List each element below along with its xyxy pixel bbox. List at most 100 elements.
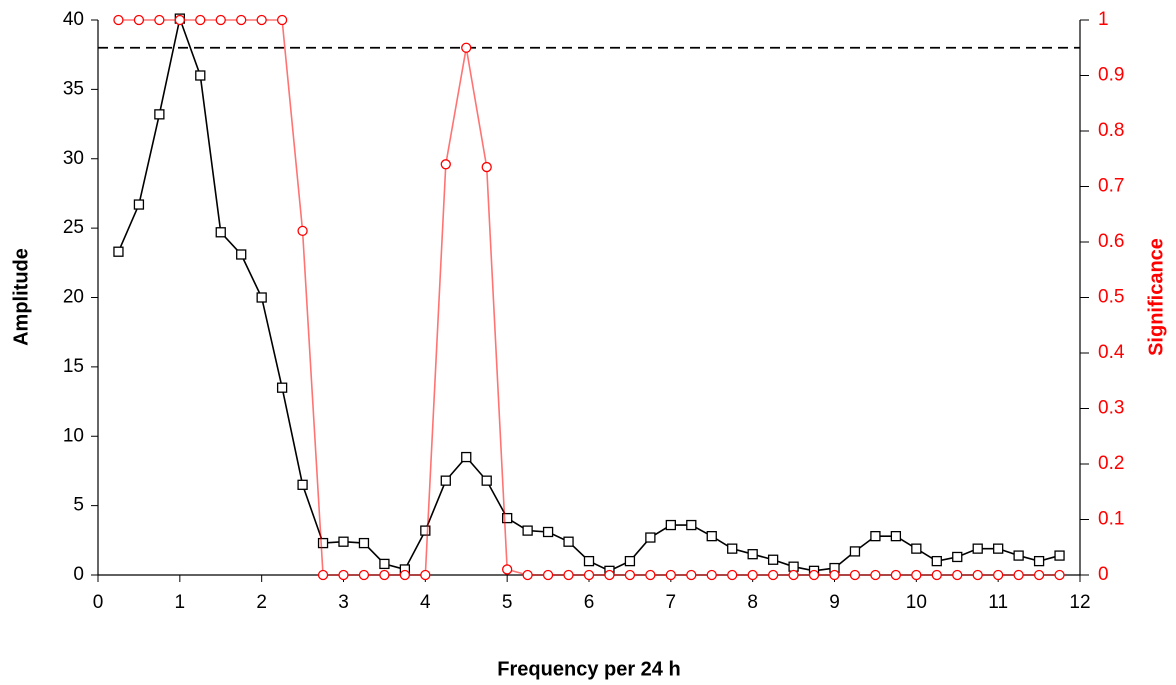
circle-marker	[706, 569, 717, 581]
circle-marker	[870, 569, 881, 581]
circle-marker	[215, 14, 226, 26]
square-marker	[849, 546, 861, 557]
x-tick-label: 11	[988, 592, 1008, 613]
y-tick-label: 40	[63, 9, 84, 30]
circle-marker	[481, 161, 492, 173]
circle-marker	[440, 159, 451, 170]
x-tick-label: 10	[906, 592, 927, 613]
y2-tick-label: 0.7	[1098, 176, 1124, 197]
y-tick-label: 5	[73, 495, 84, 516]
x-tick-label: 2	[256, 592, 267, 613]
circle-marker	[890, 569, 902, 581]
x-tick-label: 0	[93, 592, 104, 613]
y2-tick-label: 0.9	[1098, 65, 1124, 86]
circle-marker	[542, 569, 554, 581]
square-marker	[338, 536, 349, 547]
circle-marker	[236, 14, 247, 26]
circle-marker	[399, 569, 411, 581]
circle-marker	[788, 569, 799, 581]
circle-marker	[808, 569, 820, 581]
square-marker	[931, 555, 942, 567]
x-tick-label: 9	[829, 592, 840, 613]
circle-marker	[972, 569, 983, 581]
x-tick-label: 8	[747, 592, 758, 613]
circle-marker	[113, 14, 124, 26]
square-marker	[1054, 550, 1065, 561]
circle-marker	[767, 569, 779, 581]
circle-marker	[911, 569, 922, 581]
circle-marker	[849, 569, 861, 581]
y2-tick-label: 0.4	[1098, 342, 1125, 363]
square-marker	[624, 555, 636, 567]
square-marker	[236, 249, 247, 260]
circle-marker	[829, 569, 840, 581]
y2-tick-label: 0.2	[1098, 453, 1124, 474]
square-marker	[727, 543, 738, 554]
circle-marker	[583, 569, 595, 581]
y-tick-label: 20	[63, 287, 84, 308]
circle-marker	[747, 569, 758, 581]
y-tick-label: 25	[63, 217, 84, 238]
square-marker	[317, 537, 329, 549]
square-marker	[379, 558, 390, 570]
circle-marker	[358, 569, 370, 581]
square-marker	[195, 70, 206, 81]
y2-axis-label: Significance	[1145, 238, 1167, 356]
square-marker	[113, 246, 124, 257]
y2-tick-label: 1	[1098, 9, 1109, 30]
circle-marker	[1033, 569, 1045, 581]
y2-tick-label: 0	[1098, 564, 1109, 585]
circle-marker	[604, 569, 615, 581]
y-tick-label: 30	[63, 148, 84, 169]
x-tick-label: 7	[666, 592, 677, 613]
x-tick-label: 5	[502, 592, 513, 613]
x-tick-label: 6	[584, 592, 595, 613]
square-marker	[502, 512, 513, 524]
y-tick-label: 35	[63, 78, 84, 99]
circle-marker	[133, 14, 145, 26]
square-marker	[706, 531, 717, 542]
circle-marker	[952, 569, 963, 581]
y-tick-label: 10	[63, 425, 84, 446]
circle-marker	[624, 569, 636, 581]
circle-marker	[993, 569, 1004, 581]
square-marker	[297, 479, 308, 490]
square-marker	[358, 537, 370, 549]
circle-marker	[461, 42, 472, 53]
y-tick-label: 0	[73, 564, 84, 585]
circle-marker	[256, 14, 267, 26]
circle-marker	[297, 225, 308, 237]
square-marker	[645, 532, 656, 543]
square-marker	[890, 531, 902, 542]
square-marker	[686, 519, 697, 531]
y2-tick-label: 0.1	[1098, 509, 1124, 530]
square-marker	[563, 536, 574, 547]
circle-marker	[379, 569, 390, 581]
x-tick-label: 12	[1069, 592, 1090, 613]
square-marker	[747, 549, 758, 560]
circle-marker	[1013, 569, 1024, 581]
circle-marker	[420, 569, 431, 581]
circle-marker	[154, 14, 165, 26]
circle-marker	[174, 14, 185, 26]
square-marker	[972, 543, 983, 554]
x-tick-label: 4	[420, 592, 431, 613]
square-marker	[870, 531, 881, 542]
circle-marker	[502, 564, 513, 575]
circle-marker	[276, 14, 288, 26]
square-marker	[911, 543, 922, 554]
square-marker	[215, 227, 226, 238]
circle-marker	[645, 569, 656, 581]
square-marker	[154, 109, 165, 120]
square-marker	[767, 554, 779, 565]
square-marker	[583, 555, 595, 567]
square-marker	[133, 199, 145, 210]
circle-marker	[522, 569, 533, 581]
square-marker	[276, 382, 288, 393]
x-axis-label: Frequency per 24 h	[497, 658, 680, 680]
square-marker	[665, 519, 676, 531]
square-marker	[1033, 555, 1045, 567]
square-marker	[788, 561, 799, 572]
